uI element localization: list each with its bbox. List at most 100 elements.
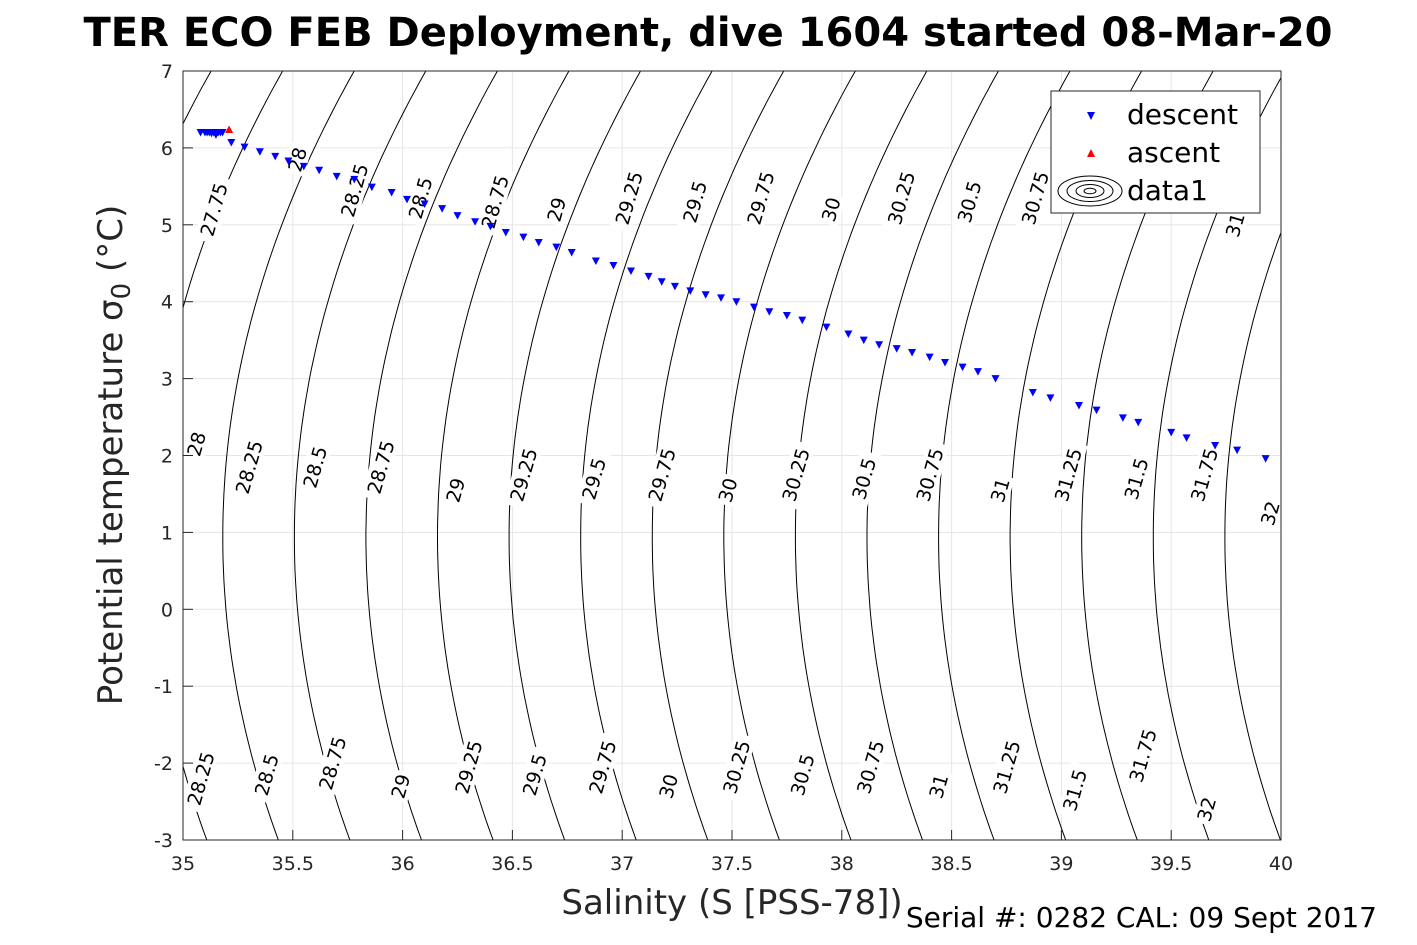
- contour-label-bg: [923, 768, 954, 804]
- descent-point: [657, 278, 666, 286]
- descent-point: [240, 143, 249, 152]
- serial-cal-footer: Serial #: 0282 CAL: 09 Sept 2017: [906, 901, 1377, 934]
- contour-label-bg: [194, 174, 234, 245]
- contour-label-bg: [716, 732, 757, 802]
- x-tick-label: 40: [1269, 853, 1293, 875]
- descent-point: [892, 345, 901, 353]
- descent-point: [875, 341, 884, 349]
- isopycnal-line: [1368, 71, 1417, 840]
- y-ticks: -3 -2 -1 0 1 2 3 4 5 6 7: [154, 61, 193, 852]
- contour-label-bg: [1123, 720, 1163, 791]
- data-points: [196, 125, 1270, 463]
- legend-descent-label: descent: [1127, 98, 1238, 131]
- legend-descent-marker: [1087, 112, 1095, 120]
- contour-label-bg: [653, 768, 684, 804]
- contour-label-bg: [402, 168, 439, 227]
- descent-point: [973, 368, 982, 376]
- contour-label-bg: [575, 449, 612, 508]
- descent-point: [591, 257, 600, 265]
- y-tick-label: -2: [154, 753, 173, 775]
- descent-point: [859, 336, 868, 345]
- contour-label-bg: [881, 163, 921, 233]
- descent-point: [1074, 402, 1083, 410]
- descent-point: [420, 200, 429, 209]
- x-tick-label: 36.5: [491, 853, 533, 875]
- x-tick-label: 39: [1049, 853, 1073, 875]
- descent-point: [844, 330, 853, 338]
- descent-point: [299, 162, 308, 171]
- y-tick-label: 4: [161, 292, 173, 314]
- isopycnal-line: [293, 71, 427, 840]
- contour-label: 30: [653, 768, 684, 804]
- contour-label-bg: [516, 745, 553, 804]
- isopycnal-line: [1224, 231, 1281, 840]
- isopycnal-line: [365, 71, 498, 840]
- contour-label-bg: [1056, 761, 1093, 819]
- descent-point: [749, 303, 758, 312]
- descent-point: [519, 233, 528, 242]
- contour-label-bg: [712, 472, 743, 508]
- descent-point: [1118, 414, 1127, 422]
- x-tick-label: 39.5: [1150, 853, 1192, 875]
- descent-point: [534, 238, 543, 247]
- contour-label: 31: [1220, 207, 1250, 243]
- descent-point: [765, 308, 774, 316]
- contour-label-bg: [503, 439, 544, 510]
- descent-point: [284, 157, 293, 165]
- contour-label-bg: [1255, 495, 1285, 531]
- descent-point: [908, 348, 917, 357]
- contour-label-bg: [784, 745, 821, 804]
- contour-label-bg: [312, 728, 352, 798]
- isopycnal-line: [222, 71, 355, 840]
- contour-label-bg: [951, 172, 988, 231]
- descent-point: [453, 212, 462, 220]
- contour-label-bg: [296, 438, 333, 496]
- x-tick-label: 38.5: [930, 853, 972, 875]
- descent-point: [798, 316, 807, 325]
- isopycnal-line: [723, 71, 856, 840]
- y-tick-label: 0: [161, 599, 173, 621]
- contour-label-bg: [448, 732, 489, 802]
- y-tick-label: 1: [161, 522, 173, 544]
- contour-label-bg: [385, 768, 416, 804]
- descent-point: [1046, 394, 1055, 402]
- descent-point: [438, 205, 447, 213]
- x-tick-label: 35: [171, 853, 195, 875]
- descent-point: [1261, 455, 1270, 463]
- descent-point: [1167, 428, 1176, 437]
- descent-point: [941, 358, 950, 367]
- legend: descent ascent data1: [1050, 90, 1261, 214]
- descent-point: [255, 148, 264, 156]
- contour-label: 32: [1255, 495, 1285, 531]
- contour-label-bg: [360, 432, 401, 502]
- contour-label-bg: [582, 732, 623, 802]
- legend-box: [1050, 90, 1261, 214]
- x-tick-label: 35.5: [272, 853, 314, 875]
- contour-label-bg: [475, 166, 515, 237]
- y-tick-label: 6: [161, 138, 173, 160]
- contour-label-bg: [985, 472, 1015, 508]
- descent-point: [552, 243, 561, 252]
- legend-data1-contour-icon: [1057, 175, 1123, 207]
- descent-point: [822, 323, 831, 332]
- descent-point: [626, 267, 635, 275]
- descent-point: [686, 287, 695, 295]
- y-tick-label: -1: [154, 676, 173, 698]
- contour-label-bg: [1220, 207, 1250, 243]
- contour-label-bg: [334, 155, 374, 225]
- descent-point: [315, 166, 324, 175]
- y-axis-label: Potential temperature σ0 (°C): [91, 205, 137, 705]
- descent-point: [486, 222, 495, 231]
- contour-label-bg: [541, 191, 572, 227]
- descent-point: [350, 175, 359, 184]
- descent-point: [367, 183, 376, 192]
- y-axis-label-subscript: 0: [107, 283, 137, 300]
- descent-point: [958, 363, 967, 372]
- y-tick-label: 3: [161, 369, 173, 391]
- contour-label-bg: [816, 191, 846, 227]
- x-tick-label: 37.5: [711, 853, 753, 875]
- contour-label-bg: [740, 163, 781, 233]
- x-ticks: 35 35.5 36 36.5 37 37.5 38 38.5 39 39.5 40: [171, 830, 1293, 875]
- descent-point: [1092, 406, 1101, 415]
- contour-label-bg: [440, 472, 471, 508]
